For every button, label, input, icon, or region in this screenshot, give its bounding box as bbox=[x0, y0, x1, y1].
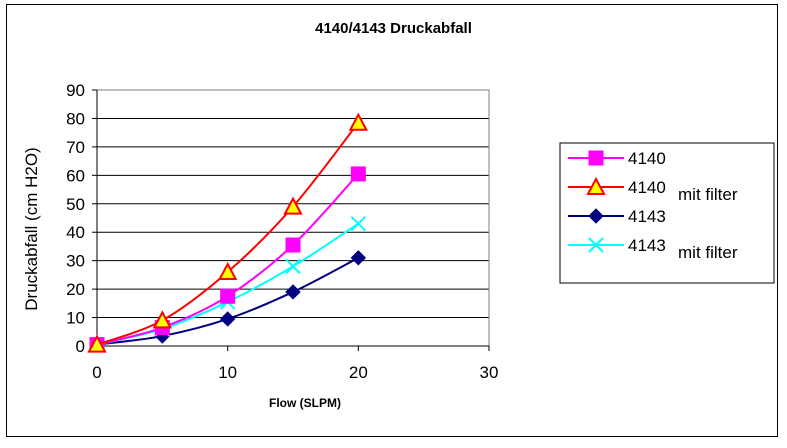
y-tick-label: 70 bbox=[66, 138, 85, 157]
legend-overlay-4: mit filter bbox=[678, 243, 738, 262]
y-tick-label: 0 bbox=[76, 337, 85, 356]
data-point-1 bbox=[285, 237, 301, 253]
y-tick-label: 90 bbox=[66, 81, 85, 100]
series-layer bbox=[87, 112, 369, 353]
legend-label-1: 4140 bbox=[628, 149, 666, 168]
plot-border bbox=[96, 89, 490, 347]
x-tick-label: 30 bbox=[480, 363, 499, 382]
data-point-1 bbox=[220, 288, 236, 304]
grid-lines bbox=[97, 117, 489, 319]
data-point-2 bbox=[87, 334, 107, 353]
y-tick-label: 30 bbox=[66, 252, 85, 271]
y-tick-label: 50 bbox=[66, 195, 85, 214]
legend-marker-1 bbox=[588, 150, 604, 166]
x-tick-label: 10 bbox=[218, 363, 237, 382]
y-tick-label: 10 bbox=[66, 309, 85, 328]
data-point-3 bbox=[219, 311, 236, 327]
axes: 0 10 20 30 40 50 60 70 80 90 0 10 20 30 bbox=[66, 81, 498, 382]
legend-marker-3 bbox=[588, 208, 604, 224]
data-point-4 bbox=[285, 258, 301, 275]
data-point-3 bbox=[350, 250, 367, 266]
data-point-1 bbox=[350, 166, 366, 182]
legend: 4140 4140 mit filter 4143 4143 mit filter bbox=[559, 142, 775, 284]
chart-title: 4140/4143 Druckabfall bbox=[315, 20, 472, 37]
x-axis-label: Flow (SLPM) bbox=[269, 396, 341, 410]
legend-overlay-2: mit filter bbox=[678, 185, 738, 204]
data-point-2 bbox=[348, 112, 369, 131]
data-point-4 bbox=[350, 215, 367, 232]
x-tick-label: 0 bbox=[92, 363, 101, 382]
data-point-2 bbox=[283, 196, 303, 215]
data-point-3 bbox=[285, 284, 301, 300]
legend-label-3: 4143 bbox=[628, 207, 666, 226]
data-point-2 bbox=[218, 261, 238, 281]
legend-label-4: 4143 bbox=[628, 236, 666, 255]
legend-label-2: 4140 bbox=[628, 178, 666, 197]
y-tick-label: 20 bbox=[66, 280, 85, 299]
legend-marker-4 bbox=[588, 237, 604, 253]
legend-marker-2 bbox=[586, 176, 606, 195]
y-tick-label: 80 bbox=[66, 109, 85, 128]
y-tick-label: 60 bbox=[66, 166, 85, 185]
y-tick-label: 40 bbox=[66, 223, 85, 242]
x-tick-label: 20 bbox=[349, 363, 368, 382]
data-point-2 bbox=[152, 310, 172, 329]
